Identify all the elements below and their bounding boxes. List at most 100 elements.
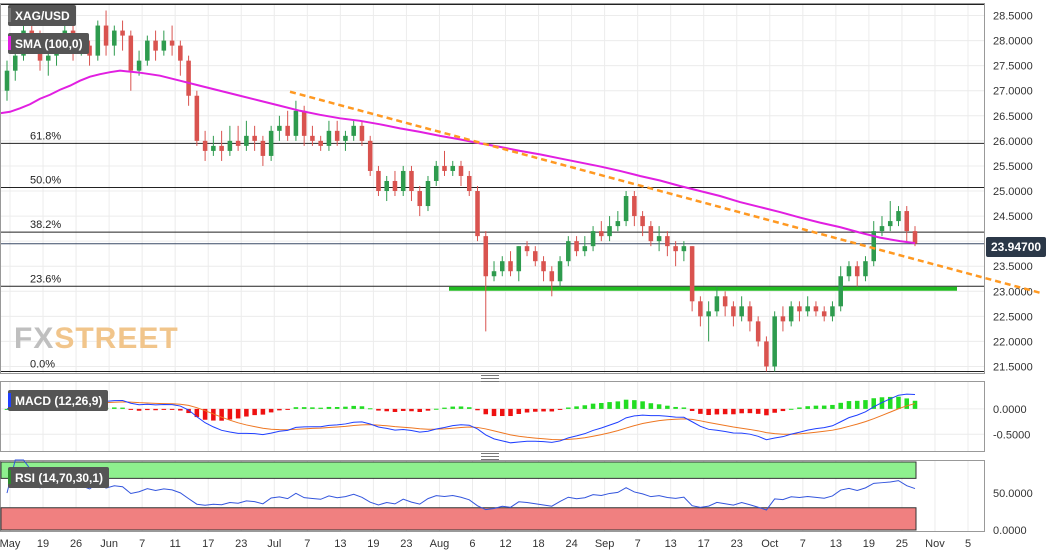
macd-histogram-bar [153, 408, 158, 411]
candle-body [343, 135, 348, 141]
price-tick-label: 27.0000 [993, 86, 1033, 98]
candle-body [244, 135, 249, 146]
macd-histogram-bar [912, 400, 918, 409]
macd-histogram-bar [714, 408, 720, 415]
candle-body [475, 191, 480, 237]
candle-body [896, 211, 901, 222]
x-axis: May 19 26 Jun 7 11 17 23 Jul 7 13 19 23 Aug 6 12 18 24 Sep… [0, 538, 971, 550]
macd-histogram-bar [136, 408, 142, 411]
macd-histogram-bar [846, 401, 852, 409]
price-tick-label: 24.5000 [993, 211, 1033, 223]
rsi-panel: 50.0000 0.0000 [0, 459, 1033, 537]
candle-body [293, 110, 299, 136]
symbol-label[interactable]: XAG/USD [8, 5, 76, 26]
candle-body [533, 251, 538, 262]
macd-histogram-bar [252, 408, 257, 416]
candle-body [46, 55, 51, 61]
macd-histogram-bar [367, 408, 373, 410]
sma-100-line [0, 69, 916, 245]
macd-histogram-bar [235, 408, 241, 419]
fib-level-label: 61.8% [30, 130, 61, 142]
candle-body [904, 211, 910, 232]
macd-legend[interactable]: MACD (12,26,9) [8, 390, 109, 411]
macd-histogram-bar [731, 408, 736, 415]
price-border [0, 3, 985, 374]
candle-body [838, 276, 843, 307]
macd-histogram-bar [128, 408, 134, 410]
x-tick-label: 23 [731, 538, 743, 550]
price-tick-label: 25.5000 [993, 161, 1033, 173]
macd-histogram-bar [409, 408, 414, 412]
macd-histogram-bar [310, 407, 315, 409]
candle-body [623, 196, 629, 222]
candle-body [285, 125, 290, 136]
macd-histogram-bar [301, 407, 307, 409]
candle-body [491, 271, 497, 277]
candle-body [582, 246, 588, 252]
candle-body [590, 231, 596, 247]
candle-body [747, 306, 753, 322]
rsi-tick-label: 50.0000 [993, 488, 1033, 500]
candle-body [615, 221, 621, 227]
macd-histogram-bar [145, 408, 150, 411]
candle-body [912, 231, 918, 244]
price-tick-label: 26.0000 [993, 136, 1033, 148]
candle-body [813, 306, 819, 312]
macd-histogram-bar [178, 408, 183, 411]
x-tick-label: 7 [635, 538, 641, 550]
macd-histogram-bar [376, 408, 381, 411]
macd-histogram-bar [491, 408, 497, 417]
macd-histogram-bar [689, 408, 695, 411]
candle-body [887, 221, 893, 227]
x-tick-label: 26 [70, 538, 82, 550]
price-tick-label: 28.0000 [993, 36, 1033, 48]
x-tick-label: 23 [400, 538, 412, 550]
x-tick-label: Jul [267, 538, 281, 550]
x-tick-label: 11 [169, 538, 180, 550]
candle-body [599, 231, 604, 237]
macd-histogram-bar [186, 408, 191, 414]
x-tick-label: 13 [830, 538, 842, 550]
price-tick-label: 22.5000 [993, 311, 1033, 323]
macd-histogram-bar [425, 408, 431, 411]
macd-histogram-bar [904, 398, 910, 409]
candle-body [425, 180, 431, 207]
macd-histogram-bar [260, 408, 266, 415]
candle-body [673, 246, 678, 252]
price-tick-label: 26.5000 [993, 111, 1033, 123]
macd-histogram-bar [541, 408, 546, 412]
candle-body [508, 261, 513, 272]
x-tick-label: 17 [202, 538, 214, 550]
candle-body [202, 140, 208, 151]
x-tick-label: 7 [800, 538, 806, 550]
candle-body [194, 95, 200, 141]
macd-histogram-bar [830, 404, 835, 409]
macd-histogram-bar [788, 408, 794, 410]
macd-histogram-bar [483, 408, 489, 415]
macd-histogram-bar [4, 408, 10, 410]
x-tick-label: 13 [665, 538, 677, 550]
macd-histogram-bar [887, 396, 893, 409]
macd-histogram-bar [854, 400, 860, 409]
panel-resize-handle-rsi[interactable] [481, 453, 499, 460]
panel-resize-handle-macd[interactable] [481, 375, 499, 382]
candle-body [681, 246, 687, 252]
sma-legend[interactable]: SMA (100,0) [8, 33, 89, 54]
candle-body [739, 306, 744, 317]
rsi-line [6, 459, 916, 511]
macd-histogram-bar [805, 406, 810, 409]
candle-body [863, 261, 868, 277]
rsi-legend[interactable]: RSI (14,70,30,1) [8, 467, 110, 488]
macd-histogram-bar [706, 408, 711, 416]
macd-histogram-bar [392, 408, 398, 412]
macd-histogram-bar [293, 407, 299, 409]
rsi-border [0, 460, 985, 532]
candle-body [458, 165, 464, 176]
candle-body [879, 226, 885, 232]
candle-body [12, 55, 18, 71]
candle-body [169, 40, 175, 46]
candle-body [764, 341, 769, 367]
macd-histogram-bar [722, 408, 728, 415]
fib-level-label: 50.0% [30, 174, 61, 186]
